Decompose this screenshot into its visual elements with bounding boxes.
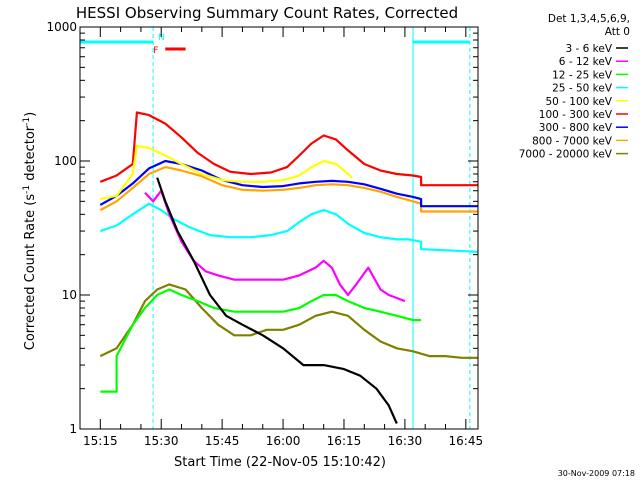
series-line-3-6keV [156, 177, 398, 424]
series-line-50-100keV [100, 144, 353, 201]
series-layer [99, 111, 479, 424]
axes-layer: 1 10 100 1000 15:15 15:30 15:45 16:00 16:15 16:30… [46, 20, 483, 448]
y-axis-label: Corrected Count Rate (s-1 detector-1) [22, 112, 38, 350]
series-line-100-300keV [99, 111, 478, 187]
series-line-25-50keV [99, 202, 479, 253]
x-tick-label: 15:45 [205, 434, 240, 448]
legend-entry-label: 25 - 50 keV [552, 83, 613, 95]
series-line-7000-20000keV [99, 283, 478, 359]
chart-title: HESSI Observing Summary Count Rates, Cor… [76, 4, 458, 22]
x-tick-label: 16:30 [388, 434, 423, 448]
legend-header-line-1: Det 1,3,4,5,6,9, [548, 13, 630, 25]
y-tick-label: 10 [62, 288, 77, 302]
night-label: N [158, 33, 165, 43]
timestamp: 30-Nov-2009 07:18 [558, 469, 635, 478]
y-tick-label: 1 [69, 422, 77, 436]
flare-label: F [153, 46, 158, 56]
annotation-layer: NF [79, 27, 471, 429]
legend-entry-label: 100 - 300 keV [539, 109, 613, 121]
x-tick-label: 16:45 [449, 434, 484, 448]
x-tick-label: 16:00 [266, 434, 301, 448]
legend-entry-label: 300 - 800 keV [539, 122, 613, 134]
y-tick-label: 1000 [46, 20, 77, 34]
x-axis-label: Start Time (22-Nov-05 15:10:42) [174, 455, 386, 470]
legend-entry-label: 6 - 12 keV [559, 56, 613, 68]
legend-header-line-2: Att 0 [605, 26, 630, 38]
series-line-6-12keV [144, 189, 406, 303]
legend-entry-label: 800 - 7000 keV [532, 135, 613, 147]
series-line-12-25keV [100, 288, 422, 393]
series-line-300-800keV [99, 159, 478, 208]
legend-entry-label: 12 - 25 keV [552, 69, 613, 81]
x-tick-label: 16:15 [327, 434, 362, 448]
legend-entry-label: 3 - 6 keV [565, 43, 612, 55]
series-line-800-7000keV [99, 166, 478, 213]
legend-entry-label: 50 - 100 keV [545, 96, 612, 108]
x-tick-label: 15:15 [83, 434, 118, 448]
legend-entry-label: 7000 - 20000 keV [519, 149, 613, 161]
plot-frame [79, 26, 479, 430]
x-tick-label: 15:30 [144, 434, 179, 448]
y-tick-label: 100 [54, 154, 77, 168]
